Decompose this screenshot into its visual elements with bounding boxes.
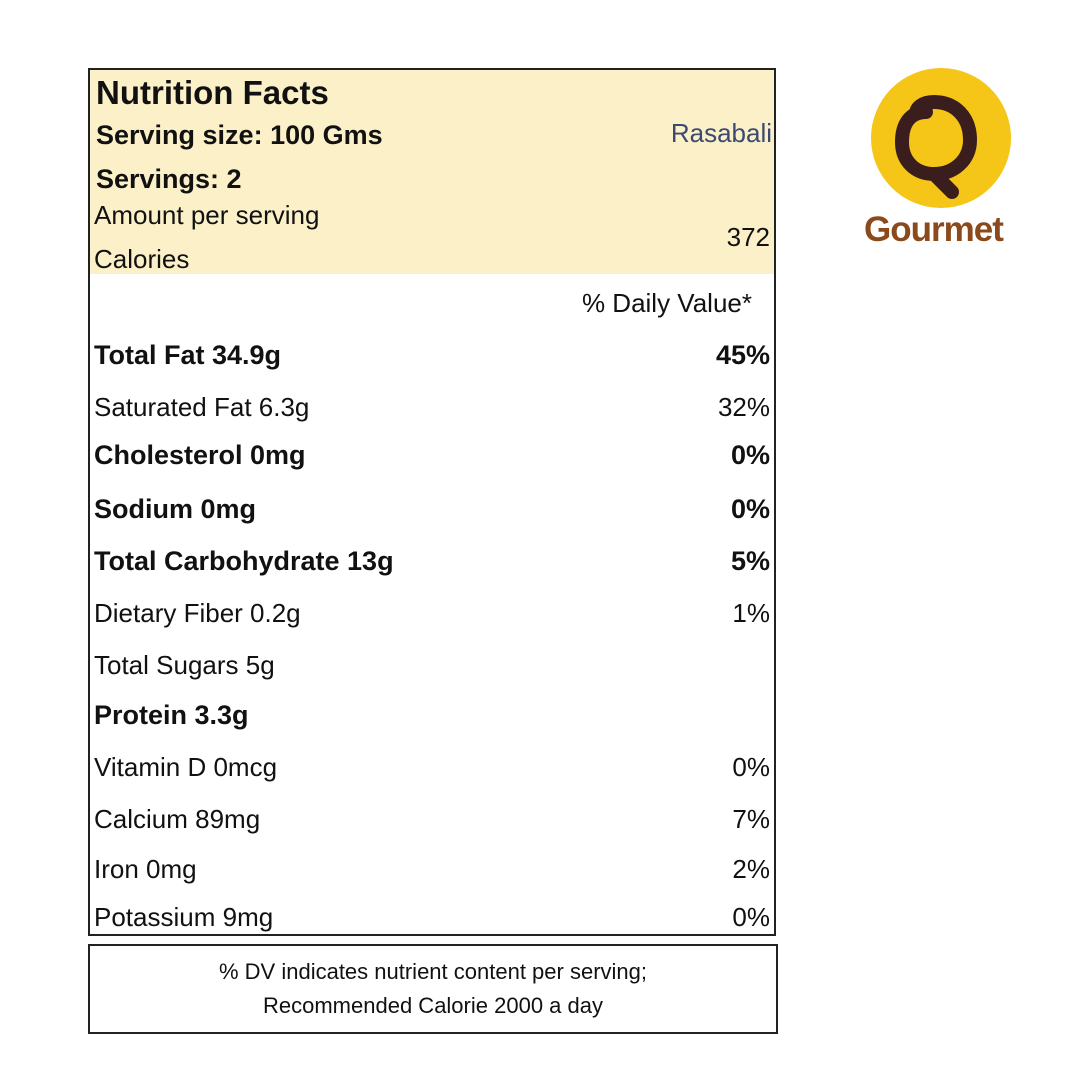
nutrient-row-name: Potassium 9mg — [94, 902, 274, 932]
nutrient-row-dv: 0% — [730, 494, 770, 524]
circle-emblem-icon — [871, 68, 1011, 208]
nutrient-row-name: Dietary Fiber 0.2g — [94, 598, 301, 628]
nutrient-row-dv: 5% — [730, 546, 770, 576]
nutrient-row-dv: 7% — [732, 804, 770, 834]
nutrient-row-name: Sodium 0mg — [94, 494, 257, 524]
nutrient-row-dv: 45% — [715, 340, 770, 370]
nutrient-row-name: Iron 0mg — [94, 854, 197, 884]
daily-value-header: % Daily Value* — [581, 288, 752, 318]
nutrient-row-name: Saturated Fat 6.3g — [94, 392, 310, 422]
nutrient-row-dv: 0% — [732, 902, 770, 932]
calories-label: Calories — [94, 244, 190, 274]
label-title: Nutrition Facts — [96, 74, 329, 111]
nutrition-facts-panel: Nutrition Facts Serving size: 100 Gms Se… — [88, 68, 776, 936]
nutrient-row-dv: 0% — [730, 440, 770, 470]
nutrient-row-name: Total Sugars 5g — [94, 650, 275, 680]
calories-value: 372 — [726, 222, 770, 252]
daily-value-footnote: % DV indicates nutrient content per serv… — [88, 944, 778, 1034]
servings-count: Servings: 2 — [96, 164, 242, 194]
product-name: Rasabali — [670, 118, 772, 148]
nutrient-row-name: Vitamin D 0mcg — [94, 752, 278, 782]
nutrient-row-name: Calcium 89mg — [94, 804, 261, 834]
nutrient-row-name: Cholesterol 0mg — [94, 440, 306, 470]
footnote-line: % DV indicates nutrient content per serv… — [218, 959, 647, 984]
nutrient-row-dv: 2% — [732, 854, 770, 884]
nutrient-row-dv: 0% — [732, 752, 770, 782]
amount-per-serving: Amount per serving — [94, 200, 320, 230]
nutrient-row-dv: 1% — [732, 598, 770, 628]
serving-size: Serving size: 100 Gms — [96, 120, 383, 150]
nutrient-row-name: Total Carbohydrate 13g — [94, 546, 394, 576]
nutrient-row-dv: 32% — [717, 392, 770, 422]
nutrient-row-name: Protein 3.3g — [94, 700, 249, 730]
nutrient-row-name: Total Fat 34.9g — [94, 340, 282, 370]
label-header: Nutrition Facts Serving size: 100 Gms Se… — [90, 70, 774, 274]
footnote-line: Recommended Calorie 2000 a day — [263, 993, 603, 1018]
brand-name: Gourmet — [864, 210, 1004, 249]
